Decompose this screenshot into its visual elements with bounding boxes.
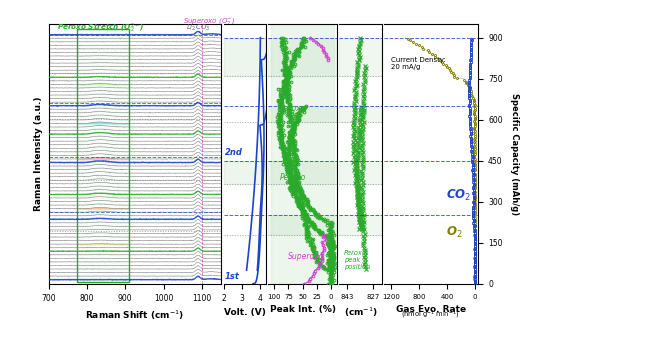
Bar	[224, 38, 266, 76]
Bar	[271, 24, 334, 284]
Text: 2nd: 2nd	[224, 148, 242, 157]
Text: 1st: 1st	[224, 272, 239, 281]
Text: Peroxo Stretch (O$_2^{2-}$): Peroxo Stretch (O$_2^{2-}$)	[57, 22, 144, 35]
Text: O$_2$: O$_2$	[446, 225, 462, 240]
Text: Li$_2$CO$_3$: Li$_2$CO$_3$	[186, 22, 210, 32]
Bar	[77, 29, 129, 282]
Y-axis label: Specific Capacity (mAh/g): Specific Capacity (mAh/g)	[510, 93, 519, 215]
Bar	[339, 106, 382, 122]
X-axis label: Volt. (V): Volt. (V)	[224, 308, 266, 317]
Bar	[268, 106, 337, 122]
Bar	[339, 215, 382, 235]
Text: CO$_2$: CO$_2$	[446, 188, 471, 203]
Text: Peroxo
peak
position: Peroxo peak position	[344, 250, 370, 270]
Text: (nmol g$^{-1}$ min$^{-1}$): (nmol g$^{-1}$ min$^{-1}$)	[401, 308, 460, 321]
Text: Peroxo: Peroxo	[280, 173, 306, 182]
Bar	[224, 161, 266, 184]
X-axis label: Gas Evo. Rate: Gas Evo. Rate	[396, 305, 466, 314]
X-axis label: Raman Shift (cm$^{-1}$): Raman Shift (cm$^{-1}$)	[85, 308, 185, 321]
Bar	[339, 161, 382, 184]
Text: Superoxo: Superoxo	[289, 252, 324, 261]
Bar	[268, 161, 337, 184]
Text: Superoxo (O$_2^{-}$): Superoxo (O$_2^{-}$)	[183, 16, 235, 27]
Text: Current Densty:
20 mA/g: Current Densty: 20 mA/g	[391, 57, 446, 70]
Bar	[339, 38, 382, 76]
Bar	[268, 38, 337, 76]
Bar	[268, 215, 337, 235]
Y-axis label: Raman Intensity (a.u.): Raman Intensity (a.u.)	[34, 97, 43, 211]
Text: Peroxo: Peroxo	[280, 105, 306, 114]
X-axis label: Peak Int. (%): Peak Int. (%)	[270, 305, 335, 314]
X-axis label: (cm$^{-1}$): (cm$^{-1}$)	[343, 305, 378, 318]
